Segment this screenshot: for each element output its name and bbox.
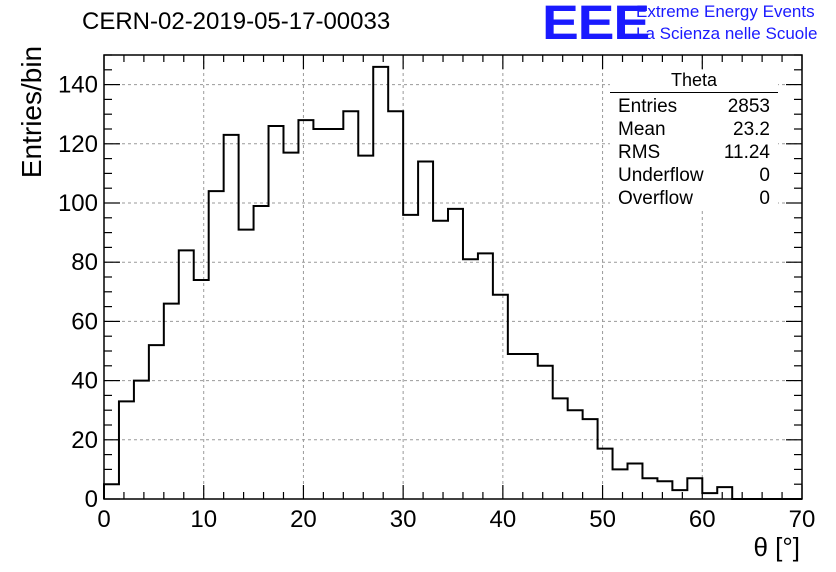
logo-line-2: La Scienza nelle Scuole [636,24,818,43]
stats-row-underflow: Underflow 0 [610,164,778,187]
y-axis-label: Entries/bin [16,45,47,179]
y-tick-label: 40 [71,368,98,395]
stats-row-rms: RMS 11.24 [610,141,778,164]
y-tick-label: 60 [71,308,98,335]
x-tick-label: 0 [97,506,110,533]
stats-label: Overflow [618,188,693,209]
stats-box: Theta Entries 2853 Mean 23.2 RMS 11.24 U… [610,70,778,210]
stats-value: 11.24 [723,142,770,163]
stats-box-title: Theta [610,70,778,93]
axis-ticks [103,54,803,500]
x-axis-label: θ [°] [753,532,800,562]
stats-label: Underflow [618,165,704,186]
x-tick-label: 40 [490,506,517,533]
y-tick-label: 20 [71,427,98,454]
y-tick-label: 120 [58,131,98,158]
stats-row-overflow: Overflow 0 [610,187,778,210]
y-tick-label: 140 [58,72,98,99]
y-tick-label: 0 [85,486,98,513]
eee-logo: EEE [542,0,650,50]
stats-value: 0 [759,188,770,209]
x-tick-label: 70 [789,506,816,533]
grid-lines [104,55,802,499]
stats-label: Mean [618,119,666,140]
x-tick-label: 10 [190,506,217,533]
stats-value: 0 [759,165,770,186]
stats-value: 23.2 [733,119,770,140]
logo-line-1: Extreme Energy Events [636,2,815,21]
stats-label: Entries [618,96,678,117]
x-tick-label: 60 [689,506,716,533]
x-tick-label: 30 [390,506,417,533]
y-tick-label: 80 [71,249,98,276]
x-tick-label: 20 [290,506,317,533]
stats-row-mean: Mean 23.2 [610,118,778,141]
histogram-outline [103,65,802,500]
stats-label: RMS [618,142,661,163]
x-tick-label: 50 [589,506,616,533]
stats-value: 2853 [727,96,770,117]
y-tick-label: 100 [58,190,98,217]
chart-title: CERN-02-2019-05-17-00033 [82,8,391,35]
stats-row-entries: Entries 2853 [610,95,778,118]
tick-labels: 0 10 20 30 40 50 60 70 0 20 40 60 80 100 120 140 [58,72,815,533]
